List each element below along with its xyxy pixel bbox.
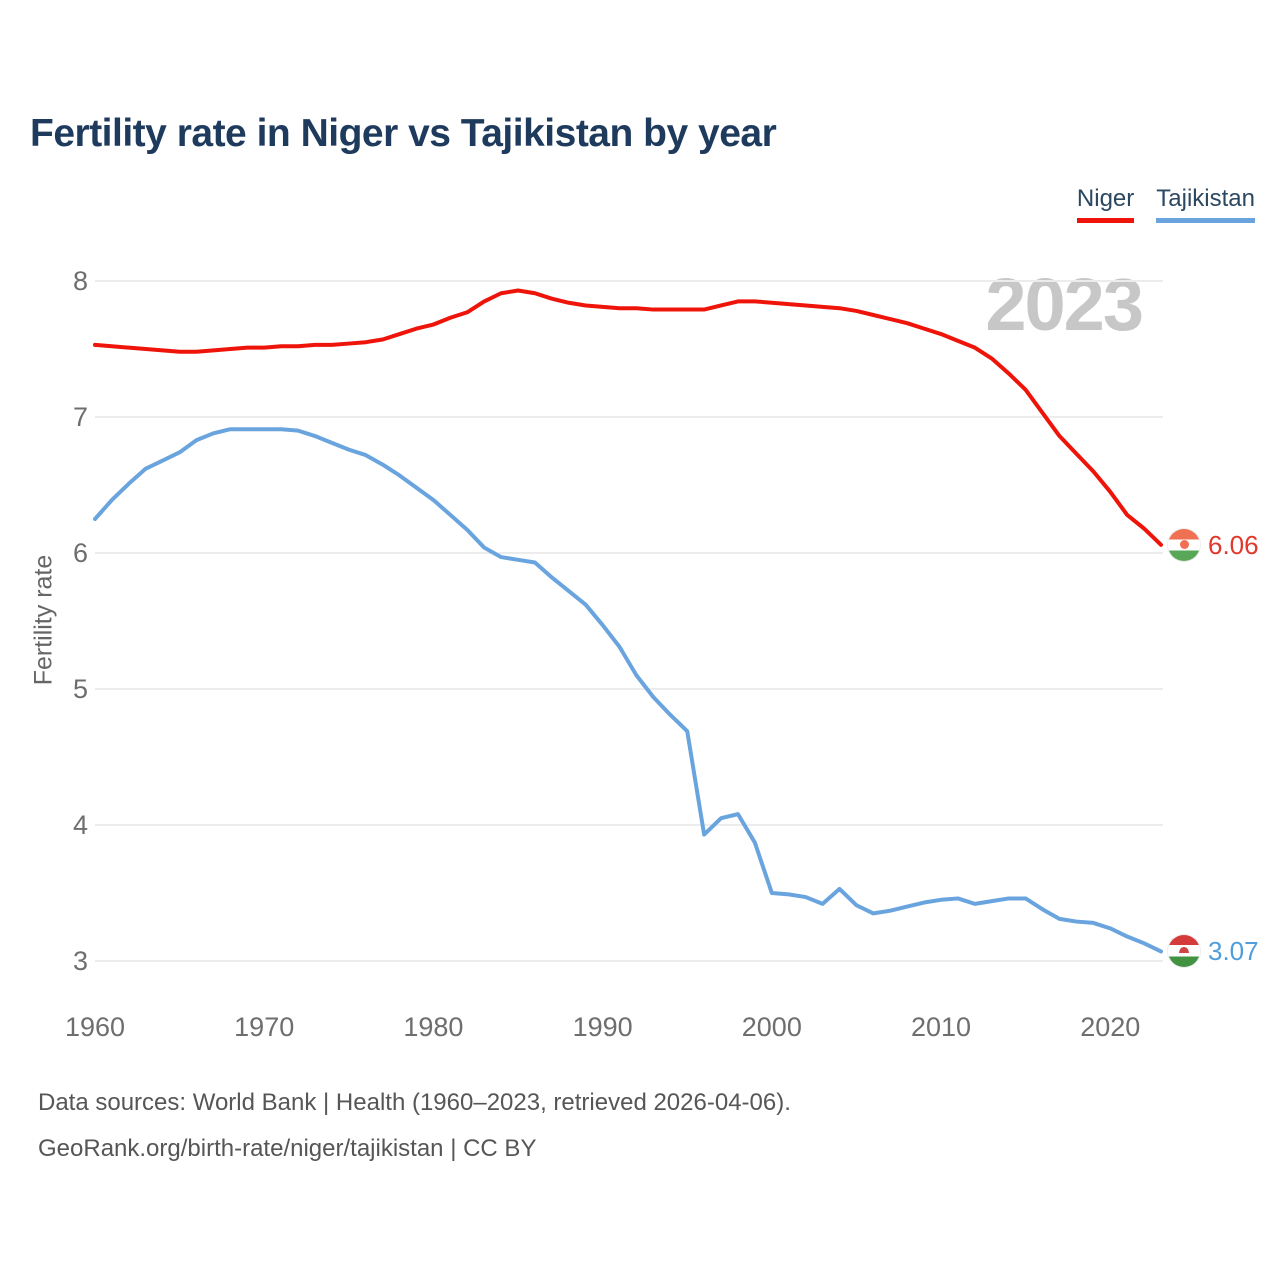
y-tick-7: 7 xyxy=(72,402,88,432)
y-axis-title: Fertility rate xyxy=(29,554,58,686)
legend: Niger Tajikistan xyxy=(1076,185,1255,223)
legend-label-tajikistan: Tajikistan xyxy=(1156,185,1255,212)
tajikistan-line[interactable] xyxy=(93,427,1163,954)
niger-end-label: 6.06 xyxy=(1168,528,1259,562)
x-tick-1960: 1960 xyxy=(64,1012,126,1042)
y-tick-6: 6 xyxy=(72,538,88,568)
tajikistan-end-value: 3.07 xyxy=(1208,936,1259,967)
y-tick-5: 5 xyxy=(72,674,88,704)
gridlines xyxy=(95,280,1163,962)
x-tick-1970: 1970 xyxy=(234,1012,295,1042)
niger-end-value: 6.06 xyxy=(1208,529,1259,560)
y-tick-4: 4 xyxy=(72,810,88,840)
niger-line[interactable] xyxy=(93,288,1163,547)
x-tick-1990: 1990 xyxy=(572,1012,633,1042)
footer-data-sources: Data sources: World Bank | Health (1960–… xyxy=(38,1089,791,1116)
tajikistan-end-label: 3.07 xyxy=(1168,934,1259,968)
niger-flag-icon xyxy=(1168,528,1200,561)
niger-roundel-icon xyxy=(1179,540,1189,550)
legend-item-niger[interactable]: Niger xyxy=(1076,185,1135,223)
tajikistan-flag-icon xyxy=(1168,935,1200,968)
x-tick-2020: 2020 xyxy=(1080,1012,1141,1042)
y-tick-3: 3 xyxy=(72,946,88,976)
chart-title: Fertility rate in Niger vs Tajikistan by… xyxy=(30,112,777,155)
footer: Data sources: World Bank | Health (1960–… xyxy=(38,1080,791,1172)
x-tick-1980: 1980 xyxy=(403,1012,464,1042)
tajikistan-crown-icon xyxy=(1179,947,1189,954)
footer-attribution: GeoRank.org/birth-rate/niger/tajikistan … xyxy=(38,1135,537,1163)
x-tick-2000: 2000 xyxy=(741,1012,802,1042)
legend-label-niger: Niger xyxy=(1076,185,1135,212)
y-tick-8: 8 xyxy=(72,266,88,296)
legend-item-tajikistan[interactable]: Tajikistan xyxy=(1156,185,1255,223)
year-watermark: 2023 xyxy=(985,263,1144,346)
x-tick-2010: 2010 xyxy=(910,1012,972,1042)
